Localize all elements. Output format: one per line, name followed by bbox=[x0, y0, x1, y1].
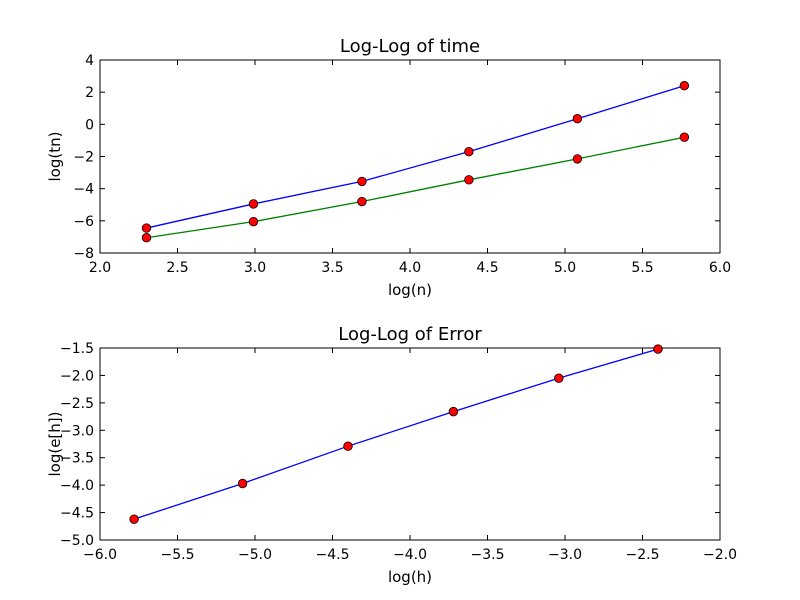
chart-1-ytick-label: 4 bbox=[85, 53, 94, 69]
chart-2-xtick-label: −4.0 bbox=[393, 547, 427, 563]
chart-1-axes-frame bbox=[99, 59, 721, 254]
chart-2-xtick-label: −2.5 bbox=[626, 547, 660, 563]
chart-1-series-1-point bbox=[248, 199, 259, 209]
chart-1-xtick-label: 3.5 bbox=[321, 260, 343, 276]
chart-1-ytick-label: 2 bbox=[85, 85, 94, 101]
chart-1-ylabel: log(tn) bbox=[46, 132, 64, 182]
chart-2-xtick-label: −2.0 bbox=[703, 547, 737, 563]
chart-1-xtick-label: 5.0 bbox=[554, 260, 576, 276]
chart-1-series-1-point bbox=[572, 114, 583, 124]
chart-2-ytick-label: −2.5 bbox=[60, 396, 94, 412]
chart-1-xtick-label: 4.0 bbox=[399, 260, 421, 276]
chart-1-xtick-label: 2.5 bbox=[166, 260, 188, 276]
chart-1-series-1-line bbox=[146, 85, 685, 229]
chart-2-title: Log-Log of Error bbox=[338, 324, 482, 345]
chart-1-series-2-point bbox=[357, 196, 367, 207]
chart-2-xtick-label: −6.0 bbox=[83, 547, 117, 563]
chart-1-xlabel: log(n) bbox=[388, 281, 432, 299]
chart-1-series-2-point bbox=[464, 175, 474, 185]
chart-2-axes-frame bbox=[99, 347, 721, 541]
chart-2-ytick-label: −3.0 bbox=[60, 423, 94, 439]
chart-2-ytick-label: −1.5 bbox=[60, 341, 94, 357]
chart-1-xtick-label: 5.5 bbox=[631, 260, 653, 276]
chart-1: Log-Log of time 2.0 2.5 3.0 3.5 4.0 4.5 5.0 5.5 6… bbox=[46, 36, 731, 299]
chart-1-ytick-label: 0 bbox=[85, 117, 94, 133]
chart-2-ytick-label: −3.5 bbox=[60, 451, 94, 467]
chart-1-ytick-label: −2 bbox=[73, 150, 94, 166]
chart-2-ytick-label: −4.0 bbox=[60, 478, 94, 494]
chart-1-series-1-point bbox=[357, 176, 367, 187]
chart-2-xlabel: log(h) bbox=[388, 568, 432, 586]
chart-1-series-1-point bbox=[141, 223, 152, 233]
chart-1-xtick-label: 6.0 bbox=[709, 260, 731, 276]
chart-2-series-1-point bbox=[129, 514, 139, 524]
chart-2-xtick-label: −5.5 bbox=[161, 547, 195, 563]
chart-1-xtick-label: 4.5 bbox=[476, 260, 498, 276]
chart-2: Log-Log of Error −6.0 −5.5 −5.0 −4.5 −4.0 −3.5… bbox=[46, 324, 737, 586]
chart-2-xtick-label: −3.0 bbox=[548, 547, 582, 563]
chart-1-series-1-point bbox=[679, 81, 690, 91]
chart-2-ylabel: log(e[h]) bbox=[46, 411, 64, 476]
chart-1-series-2-point bbox=[141, 233, 152, 243]
chart-2-series-1-line bbox=[133, 348, 659, 520]
chart-1-series-2-line bbox=[146, 136, 685, 239]
chart-1-title: Log-Log of time bbox=[340, 36, 480, 57]
chart-1-series-1-point bbox=[464, 146, 474, 157]
chart-2-xtick-label: −3.5 bbox=[471, 547, 505, 563]
chart-2-series-1-point bbox=[237, 478, 248, 489]
chart-1-xtick-label: 3.0 bbox=[244, 260, 266, 276]
chart-2-series-1-point bbox=[554, 373, 564, 383]
chart-2-xtick-label: −4.5 bbox=[316, 547, 350, 563]
chart-1-series-2-point bbox=[679, 132, 690, 142]
chart-1-ytick-label: −6 bbox=[73, 214, 94, 230]
chart-1-series-2-point bbox=[248, 216, 259, 227]
chart-2-series-1-point bbox=[448, 406, 459, 417]
chart-2-ytick-label: −5.0 bbox=[60, 533, 94, 549]
chart-1-xtick-label: 2.0 bbox=[89, 260, 111, 276]
chart-1-ytick-label: −4 bbox=[73, 182, 94, 198]
chart-2-series-1-point bbox=[343, 441, 353, 451]
chart-2-series-1-point bbox=[653, 344, 663, 354]
chart-1-ytick-label: −8 bbox=[73, 246, 94, 262]
chart-2-ytick-label: −2.0 bbox=[60, 368, 94, 384]
chart-2-ytick-label: −4.5 bbox=[60, 506, 94, 522]
chart-1-series-2-point bbox=[572, 154, 583, 164]
chart-2-xtick-label: −5.0 bbox=[238, 547, 272, 563]
